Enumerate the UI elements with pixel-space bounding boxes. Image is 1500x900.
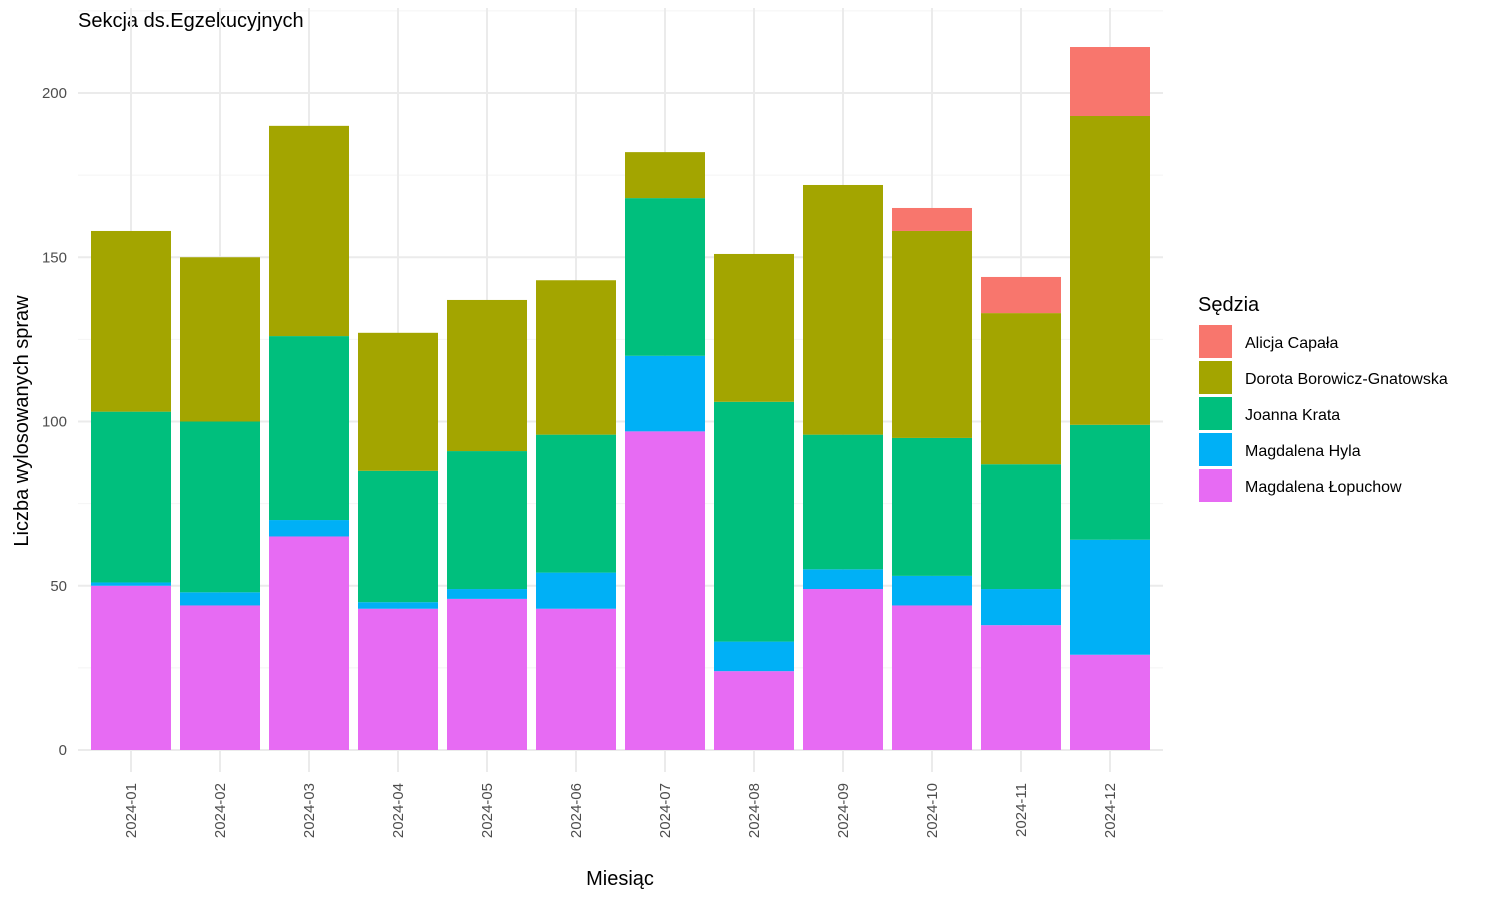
legend-swatch	[1199, 469, 1232, 502]
bar-segment	[892, 230, 972, 438]
bar-segment	[981, 464, 1061, 590]
y-tick-label: 200	[42, 85, 67, 102]
y-tick-label: 150	[42, 249, 67, 266]
x-tick-label: 2024-08	[746, 783, 763, 838]
bar-segment	[625, 355, 705, 432]
bars	[91, 47, 1150, 750]
bar-segment	[892, 207, 972, 231]
legend-label: Alicja Capała	[1245, 335, 1338, 352]
bar-segment	[981, 589, 1061, 626]
bar-segment	[358, 602, 438, 609]
bar-segment	[981, 276, 1061, 314]
x-axis-ticks: 2024-01 2024-02 2024-03 2024-04 2024-05 2024-…	[123, 783, 1119, 838]
bar-segment	[447, 598, 527, 750]
x-tick-label: 2024-12	[1102, 783, 1119, 838]
y-tick-label: 0	[59, 742, 67, 759]
legend-label: Dorota Borowicz-Gnatowska	[1245, 371, 1448, 388]
legend-label: Joanna Krata	[1245, 407, 1340, 424]
bar-segment	[1070, 47, 1150, 116]
bar-segment	[625, 152, 705, 199]
bar-segment	[269, 336, 349, 521]
bar-segment	[269, 520, 349, 537]
bar-segment	[803, 184, 883, 435]
bar-segment	[536, 280, 616, 435]
bar-segment	[447, 451, 527, 590]
x-tick-label: 2024-03	[301, 783, 318, 838]
bar-segment	[1070, 115, 1150, 425]
y-tick-label: 50	[50, 578, 67, 595]
bar-segment	[91, 411, 171, 583]
legend: Sędzia Alicja Capała Dorota Borowicz-Gnat…	[1198, 294, 1448, 502]
bar-segment	[91, 582, 171, 586]
bar-segment	[180, 605, 260, 750]
legend-title: Sędzia	[1198, 294, 1260, 316]
x-tick-label: 2024-02	[212, 783, 229, 838]
bar-segment	[269, 536, 349, 750]
bar-segment	[269, 125, 349, 337]
bar-segment	[447, 589, 527, 599]
y-axis-title: Liczba wylosowanych spraw	[11, 295, 33, 547]
bar-segment	[803, 589, 883, 750]
bar-segment	[714, 671, 794, 750]
bar-segment	[1070, 654, 1150, 750]
bar-segment	[91, 230, 171, 412]
bar-segment	[892, 575, 972, 606]
bar-segment	[1070, 539, 1150, 655]
x-tick-label: 2024-11	[1013, 783, 1030, 837]
bar-segment	[892, 605, 972, 750]
bar-segment	[803, 569, 883, 590]
bar-segment	[180, 592, 260, 606]
bar-segment	[803, 434, 883, 570]
bar-segment	[536, 608, 616, 750]
bar-segment	[358, 470, 438, 603]
legend-swatch	[1199, 433, 1232, 466]
bar-segment	[358, 332, 438, 471]
bar-segment	[714, 253, 794, 402]
bar-segment	[180, 257, 260, 422]
bar-segment	[981, 625, 1061, 750]
x-tick-label: 2024-07	[657, 783, 674, 838]
x-tick-label: 2024-04	[390, 783, 407, 838]
legend-swatch	[1199, 361, 1232, 394]
bar-segment	[625, 198, 705, 356]
x-tick-label: 2024-06	[568, 783, 585, 838]
bar-segment	[447, 299, 527, 452]
bar-segment	[358, 608, 438, 750]
bar-segment	[714, 641, 794, 672]
legend-swatch	[1199, 325, 1232, 358]
bar-segment	[1070, 424, 1150, 540]
x-tick-label: 2024-05	[479, 783, 496, 838]
bar-segment	[536, 434, 616, 573]
bar-segment	[91, 585, 171, 750]
legend-label: Magdalena Łopuchow	[1245, 479, 1402, 496]
x-tick-label: 2024-01	[123, 783, 140, 838]
legend-swatch	[1199, 397, 1232, 430]
y-axis-ticks: 0 50 100 150 200	[42, 85, 67, 759]
x-tick-label: 2024-09	[835, 783, 852, 838]
bar-segment	[892, 437, 972, 576]
legend-label: Magdalena Hyla	[1245, 443, 1361, 460]
chart-title: Sekcja ds.Egzekucyjnych	[78, 10, 304, 32]
y-tick-label: 100	[42, 414, 67, 431]
bar-segment	[714, 401, 794, 642]
x-axis-title: Miesiąc	[586, 868, 654, 890]
x-tick-label: 2024-10	[924, 783, 941, 838]
bar-segment	[536, 572, 616, 609]
bar-segment	[625, 431, 705, 750]
bar-segment	[981, 313, 1061, 465]
bar-segment	[180, 421, 260, 593]
